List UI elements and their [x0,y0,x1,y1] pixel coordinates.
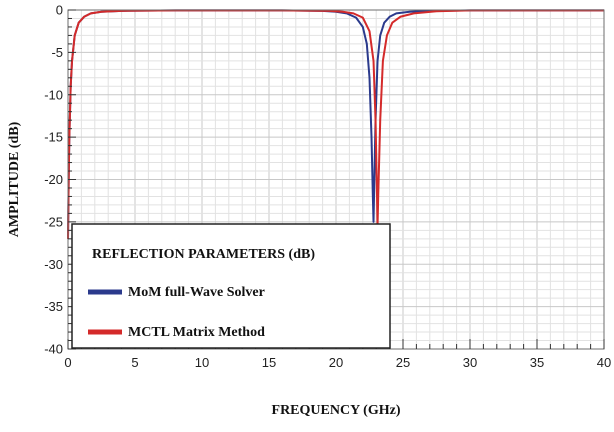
x-tick-label: 35 [530,355,544,370]
y-tick-label: -5 [51,45,63,60]
x-tick-label: 30 [463,355,477,370]
x-tick-label: 10 [195,355,209,370]
x-axis-title: FREQUENCY (GHz) [272,403,401,418]
x-tick-label: 15 [262,355,276,370]
y-tick-label: -20 [44,172,63,187]
legend: REFLECTION PARAMETERS (dB) MoM full-Wave… [71,223,391,349]
legend-label-mctl: MCTL Matrix Method [128,325,265,340]
legend-title: REFLECTION PARAMETERS (dB) [92,247,315,262]
series-lines [67,9,604,239]
x-tick-label: 5 [131,355,138,370]
x-tick-label: 0 [64,355,71,370]
tick-labels: 0 5 10 15 20 25 30 35 40 0 -5 -10 -15 -20 -25 -30 -35 -40 [44,3,611,371]
legend-box [71,223,391,349]
y-tick-label: -10 [44,87,63,102]
x-tick-label: 40 [597,355,611,370]
legend-label-mom: MoM full-Wave Solver [128,285,265,300]
y-tick-label: -40 [44,342,63,357]
y-tick-label: -30 [44,257,63,272]
y-tick-label: -15 [44,130,63,145]
x-tick-label: 20 [329,355,343,370]
y-tick-label: 0 [56,3,63,18]
y-tick-label: -35 [44,299,63,314]
x-tick-label: 25 [396,355,410,370]
series-line-mctl [67,9,604,239]
y-axis-title: AMPLITUDE (dB) [7,121,22,237]
y-tick-label: -25 [44,214,63,229]
